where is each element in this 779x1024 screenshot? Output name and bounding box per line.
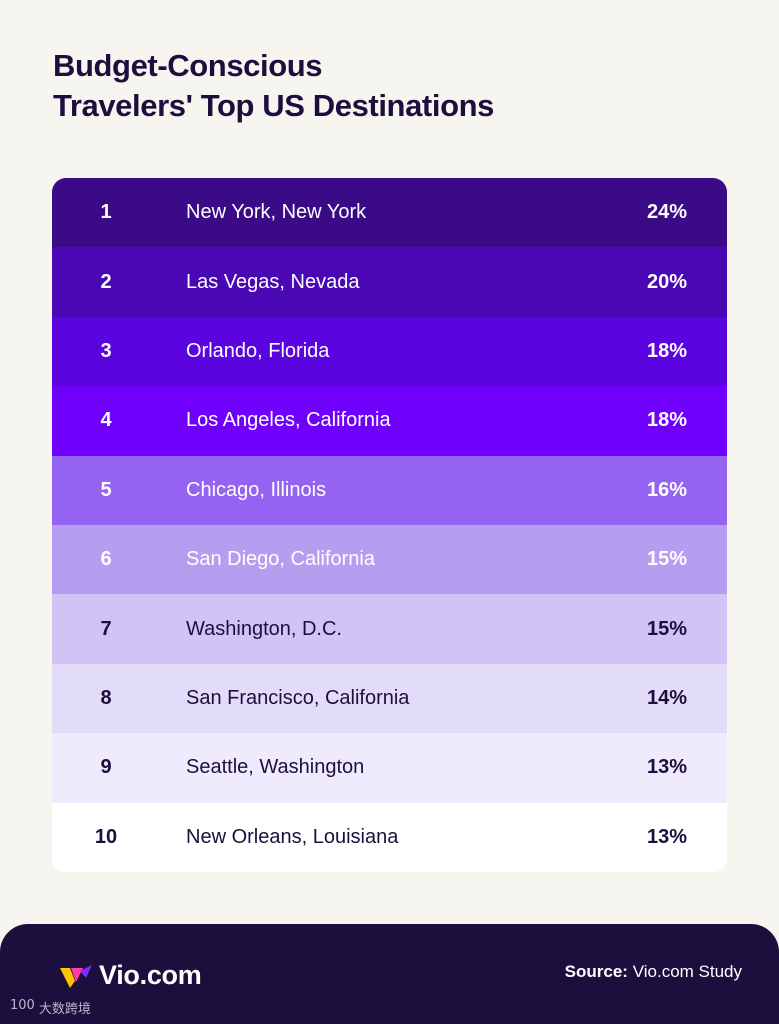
table-row: 4 Los Angeles, California 18% [52,386,727,456]
ranking-table: 1 New York, New York 24% 2 Las Vegas, Nevada… [52,178,727,872]
rank-cell: 8 [100,686,112,709]
table-row: 9 Seattle, Washington 13% [52,733,727,803]
percentage-cell: 14% [646,686,687,709]
percentage-cell: 16% [646,478,687,501]
percentage-cell: 15% [646,548,687,571]
page-title: Budget-Conscious Travelers' Top US Desti… [53,46,494,126]
destination-cell: Las Vegas, Nevada [186,270,360,293]
table-row: 7 Washington, D.C. 15% [52,594,727,664]
destination-cell: Orlando, Florida [186,339,330,362]
destination-cell: Chicago, Illinois [186,478,327,501]
watermark-mark: 100 [10,998,35,1013]
rank-cell: 3 [100,339,112,362]
destination-cell: San Francisco, California [186,686,410,709]
table-row: 5 Chicago, Illinois 16% [52,455,727,525]
rank-cell: 6 [100,548,112,571]
percentage-cell: 15% [646,617,687,640]
destination-cell: Washington, D.C. [186,617,342,640]
rank-cell: 1 [100,201,112,224]
rank-cell: 4 [100,409,112,432]
watermark: 100 大数跨境 [10,998,91,1017]
rank-cell: 2 [100,270,112,293]
source-label: Source: [564,962,628,981]
vio-logo: Vio.com [58,960,202,991]
rank-cell: 5 [100,478,112,501]
percentage-cell: 13% [646,756,687,779]
footer-bar: Vio.com Source: Vio.com Study [0,924,779,1024]
table-row: 2 Las Vegas, Nevada 20% [52,247,727,317]
table-row: 10 New Orleans, Louisiana 13% [52,802,727,872]
title-line-2: Travelers' Top US Destinations [53,88,494,123]
table-row: 6 San Diego, California 15% [52,525,727,595]
percentage-cell: 24% [646,201,687,224]
destination-cell: New York, New York [186,201,367,224]
vio-logo-icon [60,964,92,988]
brand-name: Vio.com [99,960,202,990]
destination-cell: New Orleans, Louisiana [186,825,399,848]
table-row: 3 Orlando, Florida 18% [52,316,727,387]
percentage-cell: 18% [646,409,687,432]
title-line-1: Budget-Conscious [53,48,323,83]
watermark-text: 大数跨境 [38,1002,91,1017]
destination-cell: San Diego, California [186,548,375,571]
destination-cell: Seattle, Washington [186,756,365,779]
rank-cell: 7 [100,617,112,640]
rank-cell: 10 [94,825,118,848]
source-note: Source: Vio.com Study [565,962,742,982]
source-text: Vio.com Study [632,962,742,981]
rank-cell: 9 [100,756,112,779]
destination-cell: Los Angeles, California [186,409,391,432]
percentage-cell: 13% [646,825,687,848]
percentage-cell: 18% [646,339,687,362]
percentage-cell: 20% [646,270,687,293]
table-row: 8 San Francisco, California 14% [52,663,727,734]
table-row: 1 New York, New York 24% [52,178,727,248]
